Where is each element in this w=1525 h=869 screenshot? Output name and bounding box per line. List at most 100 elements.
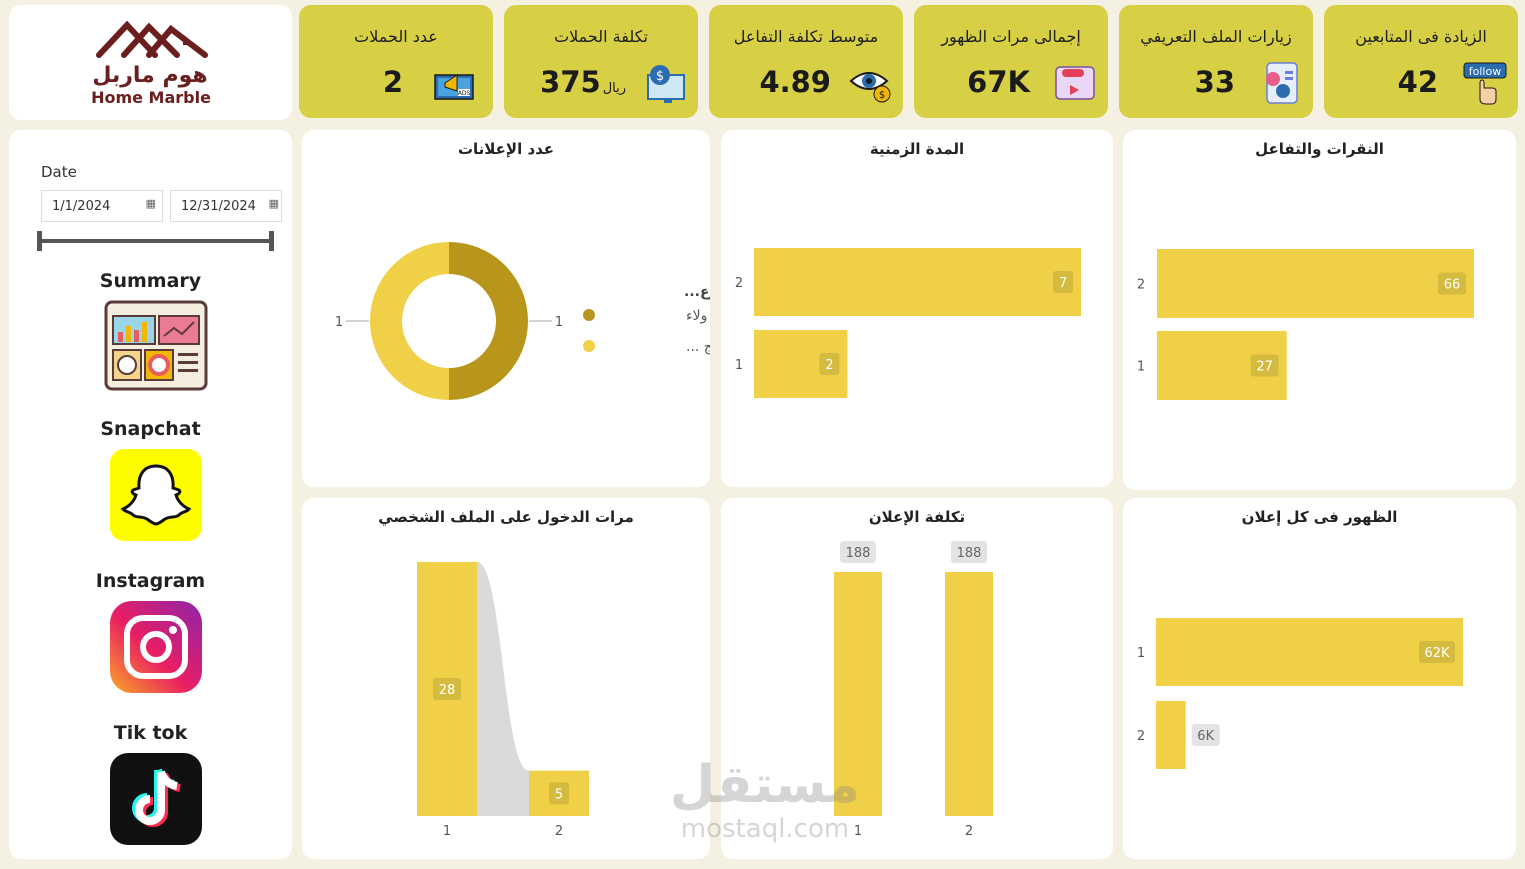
legend-marker bbox=[583, 309, 595, 321]
data-label-bg bbox=[840, 541, 876, 563]
date-start-input[interactable]: 1/1/2024 ▦ bbox=[41, 190, 163, 222]
brand-name-en: Home Marble bbox=[91, 88, 211, 107]
data-label-bg bbox=[1191, 724, 1220, 746]
chart-title: تكلفة الإعلان bbox=[868, 508, 966, 526]
sidebar: Date 1/1/2024 ▦ 12/31/2024 ▦ Summary Sna… bbox=[9, 130, 292, 859]
legend-marker bbox=[583, 340, 595, 352]
bar bbox=[1156, 618, 1463, 686]
slider-handle-start[interactable] bbox=[37, 231, 42, 251]
data-label-bg bbox=[1419, 641, 1455, 663]
slice-value-label: 1 bbox=[555, 315, 563, 330]
ad-cost-bar-chart: 1 188 2 188 bbox=[834, 541, 993, 839]
bar bbox=[834, 572, 882, 816]
home-marble-logo: هوم ماربل Home Marble bbox=[91, 20, 211, 107]
impressions-bar-chart: 1 62K 2 6K bbox=[1137, 618, 1463, 769]
data-label: 28 bbox=[439, 683, 456, 698]
profile-visits-icon bbox=[1266, 62, 1298, 104]
profile-visits-bar-chart: 1 28 2 5 bbox=[417, 562, 589, 839]
kpi-title: تكلفة الحملات bbox=[554, 27, 648, 46]
svg-text:ADS: ADS bbox=[458, 90, 471, 97]
kpi-value-number: 375 bbox=[540, 65, 601, 99]
category-tick-label: 1 bbox=[1137, 646, 1145, 661]
kpi-title: عدد الحملات bbox=[354, 27, 438, 46]
data-label-bg bbox=[819, 353, 840, 375]
chart-title: عدد الإعلانات bbox=[457, 140, 555, 158]
snapchat-icon[interactable] bbox=[109, 448, 203, 542]
profile-visits-card: مرات الدخول على الملف الشخصي 1 28 2 5 bbox=[302, 498, 710, 859]
follow-icon: follow bbox=[1463, 62, 1507, 105]
data-label: 5 bbox=[555, 787, 563, 802]
follow-icon-text: follow bbox=[1469, 65, 1501, 78]
kpi-campaign-count: عدد الحملات 2 ADS bbox=[299, 5, 493, 118]
kpi-title: الزيادة فى المتابعين bbox=[1355, 27, 1487, 46]
nav-instagram-label: Instagram bbox=[95, 570, 206, 592]
legend-entry: حملة ترويج ... bbox=[686, 339, 710, 355]
chart-title: الظهور فى كل إعلان bbox=[1241, 508, 1398, 526]
data-label-bg bbox=[433, 678, 461, 700]
data-label-bg bbox=[549, 782, 569, 805]
dashboard-summary-icon[interactable] bbox=[104, 300, 208, 392]
impressions-card: الظهور فى كل إعلان 1 62K 2 6K bbox=[1123, 498, 1516, 859]
donut-slice bbox=[370, 242, 450, 400]
eye-cost-icon: $ bbox=[849, 72, 891, 103]
data-label: 62K bbox=[1424, 646, 1450, 661]
date-start-value: 1/1/2024 bbox=[52, 199, 111, 214]
kpi-value: 375 ريال bbox=[540, 65, 626, 99]
data-label: 7 bbox=[1059, 276, 1067, 291]
svg-text:$: $ bbox=[879, 90, 885, 101]
ads-count-donut-chart: 1 1 اسم المجموع... بطاقة ولاء حملة ترويج ... bbox=[335, 242, 710, 400]
category-tick-label: 2 bbox=[555, 824, 563, 839]
data-label: 27 bbox=[1256, 360, 1273, 375]
duration-bar-chart: 2 71 2 bbox=[735, 248, 1081, 398]
kpi-value: 67K bbox=[967, 65, 1030, 99]
kpi-value: 2 bbox=[382, 65, 403, 99]
logo-roof-icon bbox=[96, 20, 208, 58]
chart-title: مرات الدخول على الملف الشخصي bbox=[378, 508, 634, 526]
kpi-title: إجمالى مرات الظهور bbox=[941, 27, 1081, 46]
kpi-title: متوسط تكلفة التفاعل bbox=[733, 27, 879, 46]
nav-snapchat-label: Snapchat bbox=[100, 418, 201, 440]
kpi-value: 4.89 bbox=[759, 65, 831, 99]
date-end-input[interactable]: 12/31/2024 ▦ bbox=[170, 190, 282, 222]
kpi-value: 33 bbox=[1194, 65, 1235, 99]
data-label-bg bbox=[1438, 272, 1466, 295]
kpi-title: زيارات الملف التعريفي bbox=[1140, 27, 1292, 46]
bar bbox=[754, 248, 1081, 316]
data-label-bg bbox=[1250, 354, 1279, 377]
category-tick-label: 2 bbox=[965, 824, 973, 839]
date-range-slider[interactable] bbox=[37, 231, 274, 251]
kpi-profile-visits: زيارات الملف التعريفي 33 bbox=[1119, 5, 1313, 118]
legend-entry: بطاقة ولاء bbox=[686, 308, 710, 324]
instagram-icon[interactable] bbox=[109, 600, 203, 694]
data-label-bg bbox=[951, 541, 987, 563]
category-tick-label: 2 bbox=[1137, 278, 1145, 293]
data-label: 2 bbox=[825, 358, 833, 373]
kpi-follower-growth: الزيادة فى المتابعين 42 follow bbox=[1324, 5, 1518, 118]
chart-title: النقرات والتفاعل bbox=[1255, 140, 1384, 158]
impressions-icon bbox=[1055, 66, 1095, 100]
bar bbox=[1156, 701, 1186, 769]
slider-handle-end[interactable] bbox=[269, 231, 274, 251]
svg-text:$: $ bbox=[656, 69, 664, 84]
slice-value-label: 1 bbox=[335, 315, 343, 330]
brand-name-ar: هوم ماربل bbox=[92, 63, 207, 88]
tiktok-icon[interactable] bbox=[109, 752, 203, 846]
campaign-cost-icon: $ bbox=[647, 65, 685, 103]
date-filter-label: Date bbox=[41, 163, 77, 181]
clicks-card: النقرات والتفاعل 2 66 1 27 bbox=[1123, 130, 1516, 490]
ads-megaphone-icon: ADS bbox=[434, 74, 474, 100]
calendar-icon[interactable]: ▦ bbox=[145, 197, 156, 210]
kpi-avg-engagement-cost: متوسط تكلفة التفاعل 4.89 $ bbox=[709, 5, 903, 118]
kpi-value: 42 bbox=[1397, 65, 1438, 99]
kpi-campaign-cost: تكلفة الحملات 375 ريال $ bbox=[504, 5, 698, 118]
date-end-value: 12/31/2024 bbox=[181, 199, 256, 214]
calendar-icon[interactable]: ▦ bbox=[268, 197, 279, 210]
category-tick-label: 1 bbox=[854, 824, 862, 839]
chart-title: المدة الزمنية bbox=[869, 140, 965, 158]
category-tick-label: 2 bbox=[1137, 729, 1145, 744]
bar bbox=[945, 572, 993, 816]
clicks-bar-chart: 2 66 1 27 bbox=[1137, 249, 1474, 400]
nav-tiktok-label: Tik tok bbox=[113, 722, 188, 744]
ad-cost-card: تكلفة الإعلان 1 188 2 188 bbox=[721, 498, 1113, 859]
